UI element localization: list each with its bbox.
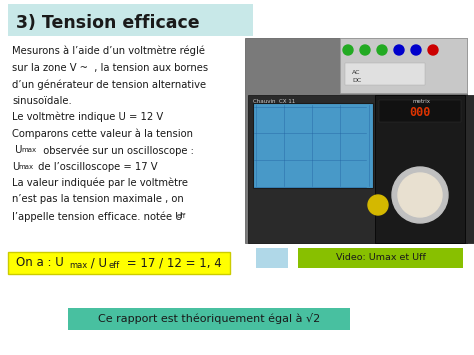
Text: sinusoïdale.: sinusoïdale. bbox=[12, 95, 72, 105]
Circle shape bbox=[377, 45, 387, 55]
Circle shape bbox=[360, 45, 370, 55]
FancyBboxPatch shape bbox=[340, 38, 467, 93]
Text: U: U bbox=[12, 162, 19, 171]
Text: observée sur un oscilloscope :: observée sur un oscilloscope : bbox=[37, 145, 194, 155]
Text: / U: / U bbox=[87, 257, 107, 269]
Text: d’un générateur de tension alternative: d’un générateur de tension alternative bbox=[12, 79, 206, 89]
Text: 3) Tension efficace: 3) Tension efficace bbox=[16, 14, 200, 32]
FancyBboxPatch shape bbox=[245, 38, 467, 243]
Circle shape bbox=[392, 167, 448, 223]
Text: Mesurons à l’aide d’un voltmètre réglé: Mesurons à l’aide d’un voltmètre réglé bbox=[12, 46, 205, 56]
FancyBboxPatch shape bbox=[298, 248, 463, 268]
FancyBboxPatch shape bbox=[345, 63, 425, 85]
Text: max: max bbox=[21, 147, 36, 153]
FancyBboxPatch shape bbox=[375, 95, 465, 243]
FancyBboxPatch shape bbox=[379, 100, 461, 122]
Text: max: max bbox=[69, 262, 87, 271]
Text: metrix: metrix bbox=[413, 99, 431, 104]
Text: Le voltmètre indique U = 12 V: Le voltmètre indique U = 12 V bbox=[12, 112, 163, 122]
FancyBboxPatch shape bbox=[8, 4, 253, 36]
FancyBboxPatch shape bbox=[253, 103, 373, 188]
Circle shape bbox=[398, 173, 442, 217]
Text: 000: 000 bbox=[410, 105, 431, 119]
FancyBboxPatch shape bbox=[8, 252, 230, 274]
Circle shape bbox=[343, 45, 353, 55]
Text: DC: DC bbox=[352, 77, 361, 82]
Text: Video: Umax et Uff: Video: Umax et Uff bbox=[336, 253, 426, 262]
Text: l’appelle tension efficace. notée U: l’appelle tension efficace. notée U bbox=[12, 211, 182, 222]
Text: Chauvin  CX 11: Chauvin CX 11 bbox=[253, 99, 295, 104]
Text: max: max bbox=[18, 164, 34, 170]
Text: AC: AC bbox=[352, 70, 361, 75]
Text: Ce rapport est théoriquement égal à √2: Ce rapport est théoriquement égal à √2 bbox=[98, 313, 320, 324]
Text: La valeur indiquée par le voltmètre: La valeur indiquée par le voltmètre bbox=[12, 178, 188, 189]
FancyBboxPatch shape bbox=[256, 248, 288, 268]
Text: On a : U: On a : U bbox=[16, 257, 64, 269]
Text: U: U bbox=[12, 145, 22, 155]
FancyBboxPatch shape bbox=[68, 308, 350, 330]
FancyBboxPatch shape bbox=[248, 95, 474, 243]
Circle shape bbox=[411, 45, 421, 55]
Text: eff: eff bbox=[177, 213, 186, 219]
Text: Comparons cette valeur à la tension: Comparons cette valeur à la tension bbox=[12, 129, 193, 139]
Text: sur la zone V ~  , la tension aux bornes: sur la zone V ~ , la tension aux bornes bbox=[12, 62, 208, 72]
Circle shape bbox=[368, 195, 388, 215]
Text: de l’oscilloscope = 17 V: de l’oscilloscope = 17 V bbox=[35, 162, 158, 171]
Circle shape bbox=[428, 45, 438, 55]
Text: n’est pas la tension maximale , on: n’est pas la tension maximale , on bbox=[12, 195, 184, 204]
Text: eff: eff bbox=[109, 262, 120, 271]
Text: = 17 / 12 = 1, 4: = 17 / 12 = 1, 4 bbox=[123, 257, 222, 269]
Circle shape bbox=[394, 45, 404, 55]
